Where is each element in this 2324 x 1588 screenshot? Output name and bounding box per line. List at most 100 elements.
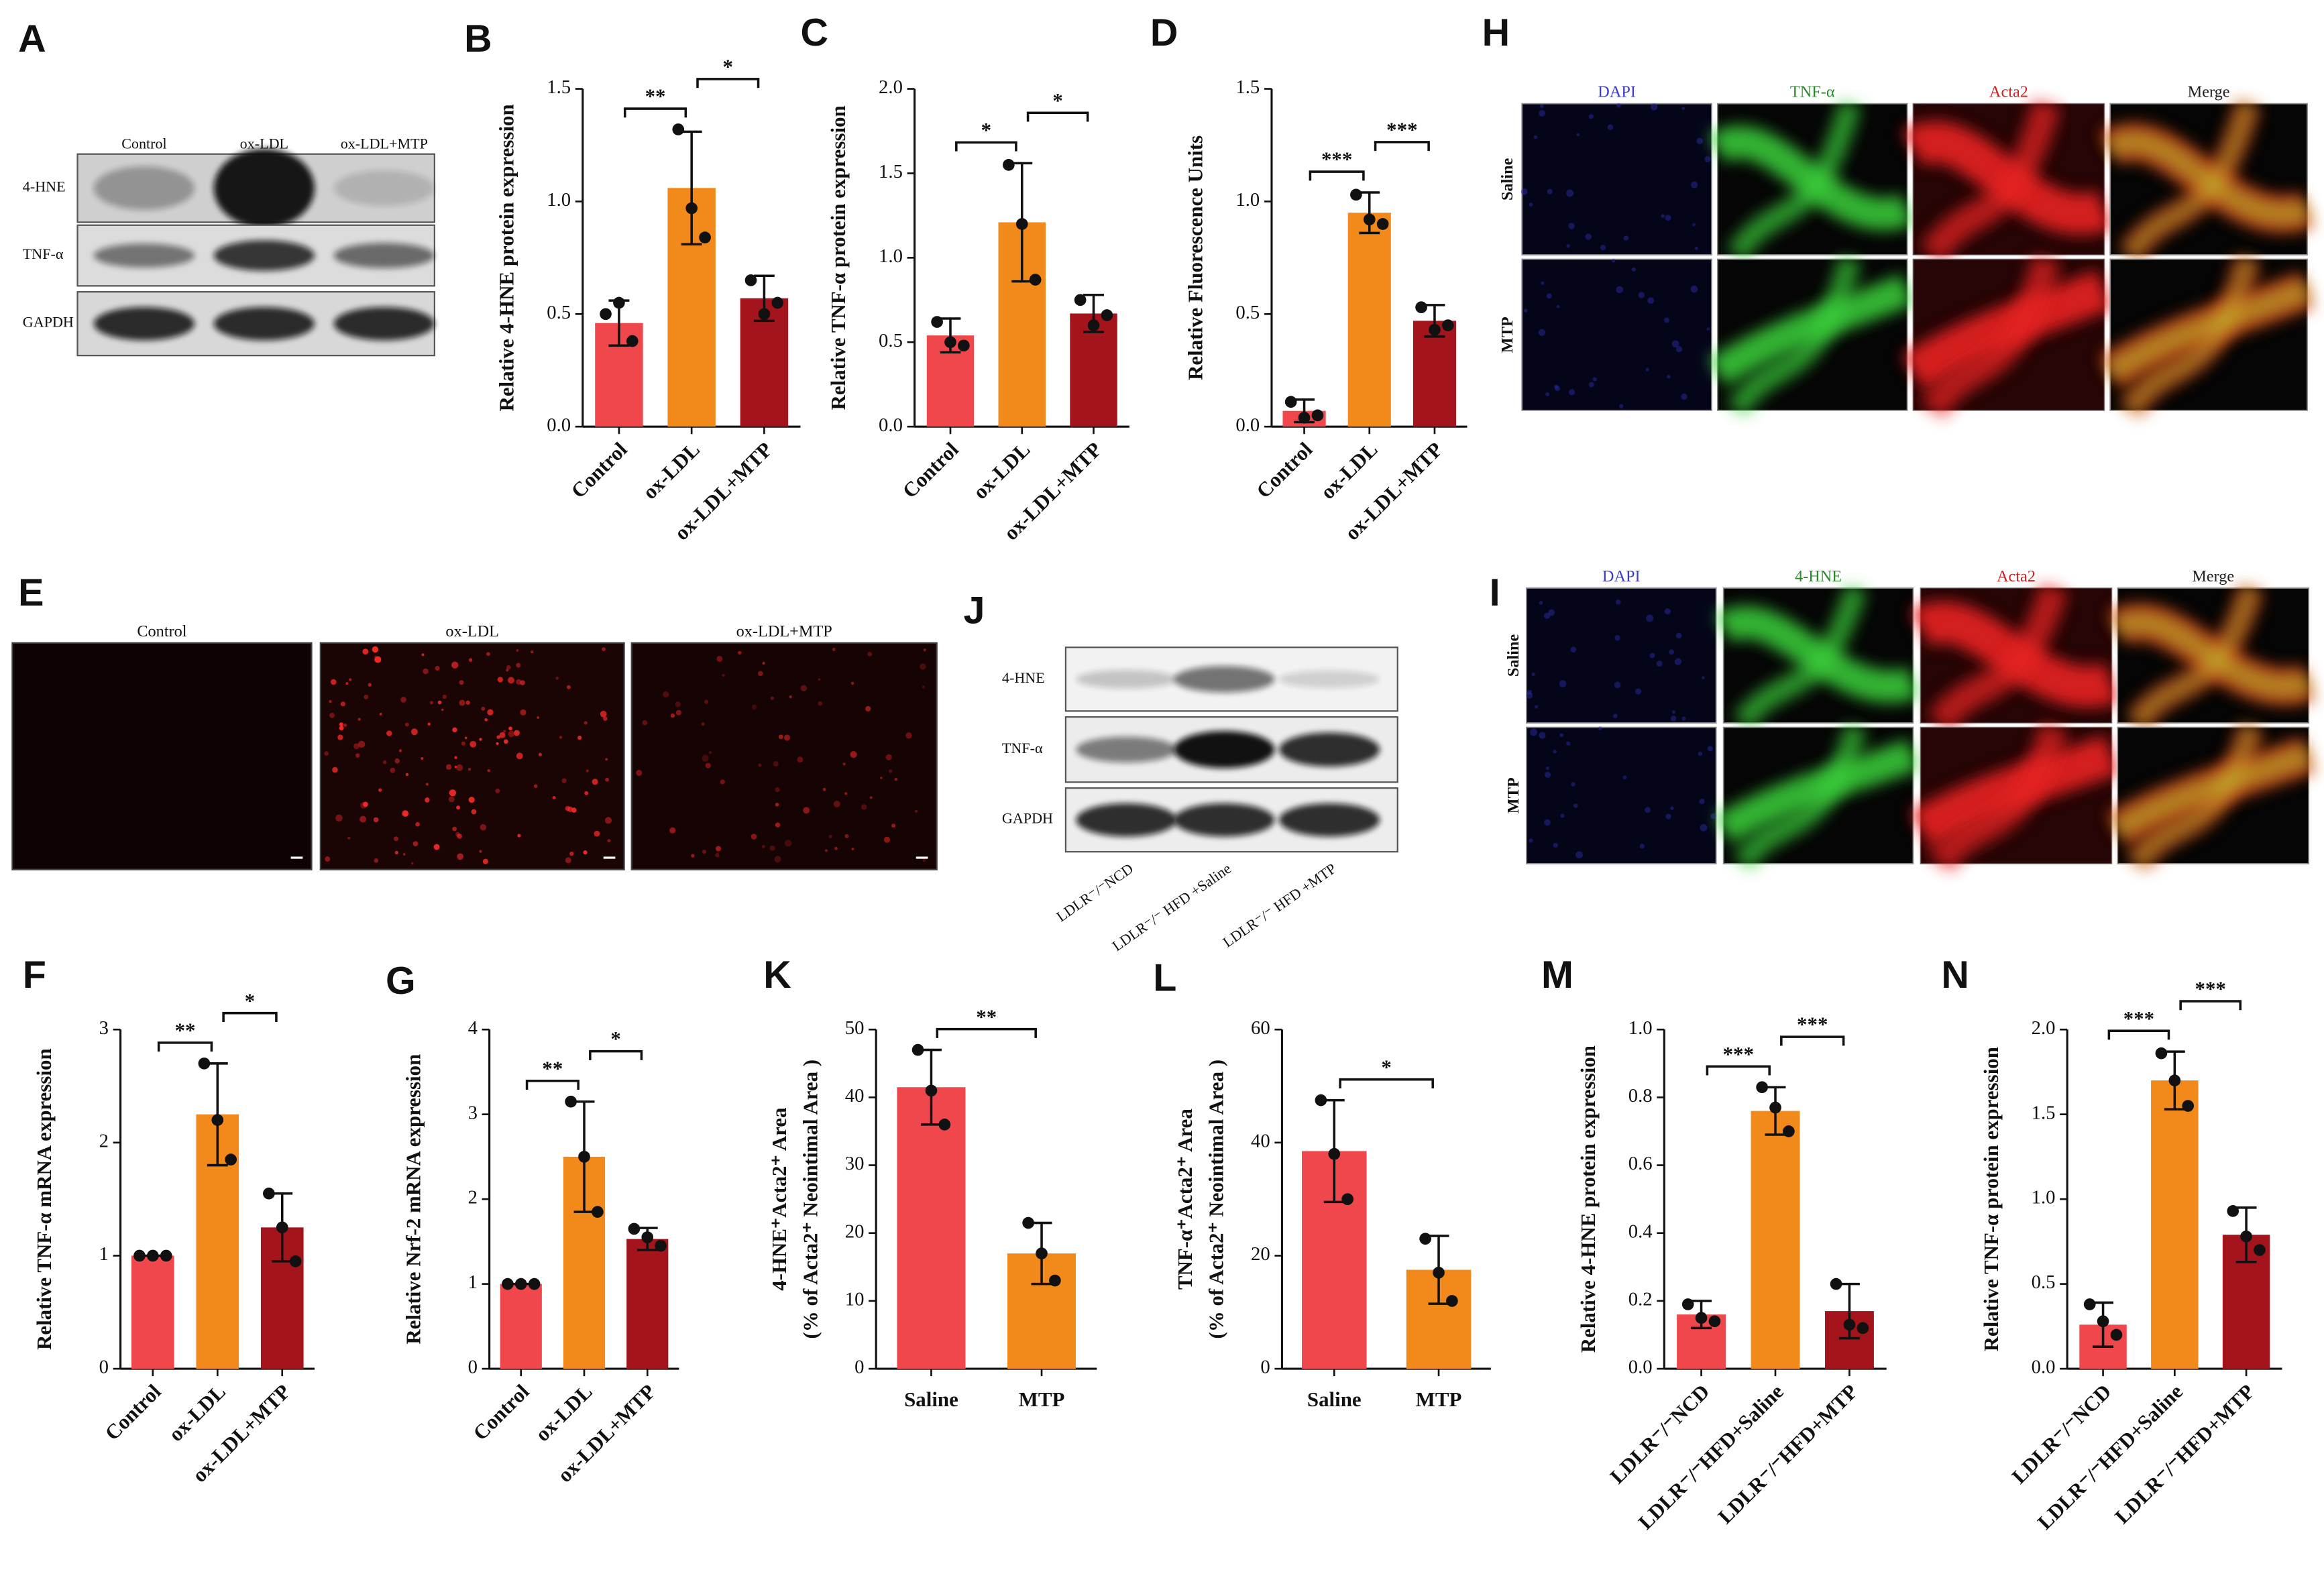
y-axis-label: 4-HNE⁺Acta2⁺ Area: [767, 1108, 791, 1291]
cell-signal: [359, 815, 367, 823]
nucleus: [1616, 600, 1621, 605]
cell-signal: [537, 716, 539, 719]
cell-signal: [516, 679, 522, 685]
significance-label: ***: [1723, 1042, 1754, 1066]
nucleus: [1568, 389, 1575, 396]
cell-signal: [506, 665, 511, 670]
bar: [2151, 1080, 2199, 1369]
cell-signal: [355, 753, 360, 758]
nucleus: [1534, 705, 1539, 709]
nucleus: [1681, 393, 1687, 400]
data-point: [146, 1249, 159, 1262]
x-tick-label: LDLR⁻/⁻HFD+MTP: [2110, 1379, 2259, 1528]
data-point: [133, 1249, 146, 1262]
y-tick-label: 40: [845, 1085, 865, 1107]
cell-signal: [769, 845, 775, 851]
cell-signal: [704, 699, 709, 704]
cell-signal: [503, 730, 506, 733]
data-point: [628, 1223, 641, 1235]
data-point: [198, 1057, 211, 1070]
x-tick-label: Control: [567, 437, 632, 502]
cell-signal: [784, 840, 792, 847]
y-tick-label: 0.6: [1628, 1153, 1653, 1174]
cell-signal: [577, 736, 582, 740]
y-axis-label: Relative Nrf-2 mRNA expression: [401, 1054, 425, 1345]
bar: [131, 1255, 174, 1369]
nucleus: [1675, 632, 1682, 639]
nucleus: [1592, 377, 1597, 382]
cell-signal: [390, 767, 396, 773]
cell-signal: [374, 656, 382, 663]
panel-label: I: [1490, 571, 1500, 614]
cell-signal: [691, 854, 695, 858]
data-point: [1415, 301, 1427, 314]
data-point: [958, 339, 970, 352]
data-point: [1298, 411, 1311, 424]
data-point: [276, 1221, 288, 1234]
nucleus: [1707, 746, 1713, 752]
cell-signal: [517, 834, 521, 838]
data-point: [1022, 1216, 1034, 1229]
nucleus: [1533, 135, 1538, 139]
cell-signal: [602, 716, 608, 721]
nucleus: [1671, 340, 1679, 348]
data-point: [613, 296, 625, 309]
x-tick-label: ox-LDL: [1316, 437, 1382, 504]
cell-signal: [457, 853, 464, 860]
significance-bracket: [1780, 1035, 1845, 1046]
cell-signal: [850, 750, 857, 758]
blot-band: [333, 170, 435, 206]
significance-label: **: [976, 1005, 997, 1028]
nucleus: [1651, 103, 1658, 111]
data-point: [514, 1278, 527, 1290]
nucleus: [1588, 382, 1594, 388]
cell-signal: [751, 834, 757, 840]
cell-signal: [425, 797, 430, 803]
data-point: [672, 123, 685, 135]
nucleus: [1614, 681, 1621, 689]
significance-label: ***: [1386, 118, 1417, 141]
data-point: [1101, 309, 1113, 321]
cell-signal: [379, 713, 382, 716]
data-point: [1029, 274, 1042, 286]
cell-signal: [883, 836, 891, 843]
cell-signal: [353, 743, 360, 750]
nucleus: [1560, 813, 1565, 818]
cell-signal: [702, 754, 709, 762]
cell-signal: [583, 850, 588, 855]
cell-signal: [486, 652, 490, 657]
cell-signal: [421, 756, 424, 760]
cell-signal: [818, 701, 823, 706]
cell-signal: [448, 796, 455, 803]
cell-signal: [722, 673, 725, 677]
nucleus: [1585, 233, 1592, 240]
cell-signal: [496, 735, 500, 739]
cell-signal: [427, 722, 431, 726]
cell-signal: [461, 741, 465, 746]
data-point: [160, 1249, 172, 1262]
y-tick-label: 0.5: [1235, 302, 1260, 323]
tissue-signal: [1733, 724, 1867, 870]
y-tick-label: 0: [1260, 1357, 1270, 1378]
nucleus: [1669, 649, 1675, 655]
cell-signal: [584, 791, 589, 795]
nucleus: [1539, 109, 1546, 117]
cell-signal: [479, 850, 482, 853]
tissue-signal: [1726, 101, 1862, 262]
cell-signal: [642, 720, 648, 726]
panel-label: L: [1153, 957, 1176, 1000]
panel-label: E: [18, 571, 44, 614]
y-tick-label: 0.0: [2032, 1357, 2056, 1378]
nucleus: [1544, 819, 1551, 826]
nucleus: [1545, 767, 1549, 771]
data-point: [2097, 1315, 2109, 1328]
y-tick-label: 0: [854, 1357, 864, 1378]
nucleus: [1553, 749, 1557, 754]
cell-signal: [824, 849, 828, 852]
y-tick-label: 1.5: [1235, 76, 1260, 98]
y-axis-label: (% of Acta2⁺ Neointimal Area ): [1205, 1060, 1228, 1339]
cell-signal: [400, 696, 406, 703]
y-tick-label: 20: [1251, 1243, 1270, 1265]
cell-signal: [822, 787, 826, 791]
nucleus: [1710, 813, 1716, 819]
